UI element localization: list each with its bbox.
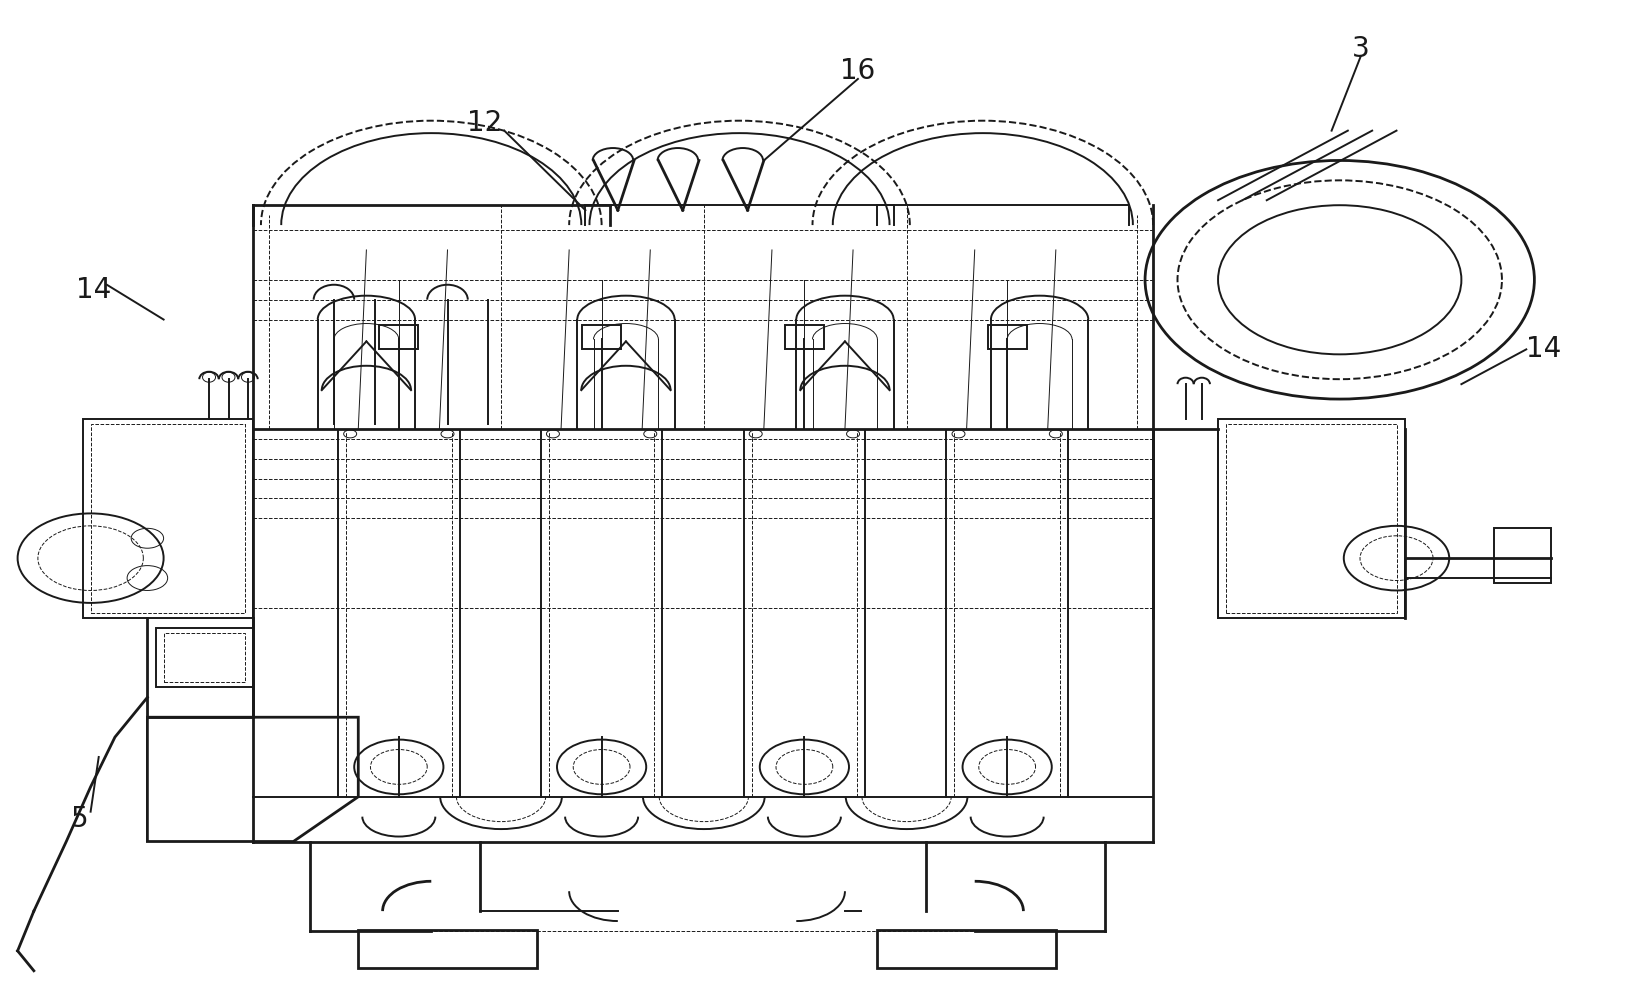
Bar (582, 324, 621, 349)
Bar (1219, 419, 1404, 618)
Text: 16: 16 (840, 57, 876, 85)
Bar (1493, 528, 1550, 583)
Bar (83, 419, 254, 618)
Bar (358, 930, 536, 968)
Bar (164, 633, 245, 682)
Bar (156, 628, 254, 687)
Bar (1227, 424, 1396, 613)
Bar (988, 324, 1027, 349)
Text: 3: 3 (1352, 35, 1370, 63)
Bar (91, 424, 245, 613)
Text: 14: 14 (76, 276, 112, 304)
Bar (785, 324, 824, 349)
Bar (878, 930, 1056, 968)
Text: 14: 14 (1526, 335, 1562, 363)
Text: 5: 5 (70, 805, 88, 832)
Text: 12: 12 (466, 109, 502, 137)
Bar (379, 324, 418, 349)
